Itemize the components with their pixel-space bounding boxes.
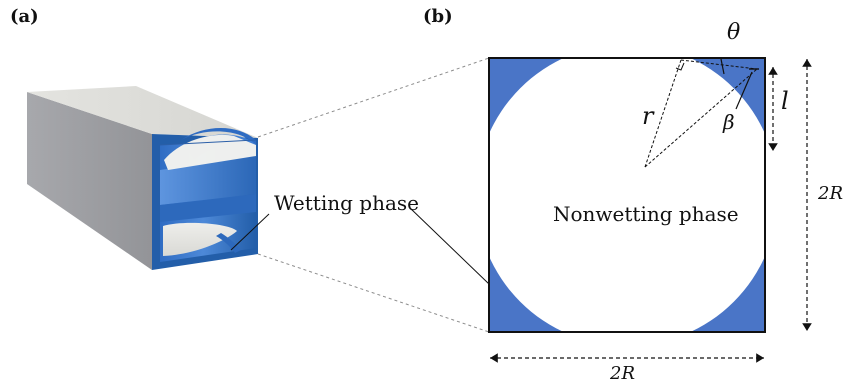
- panel-b-label: (b): [423, 6, 453, 27]
- radius-dashed-line: [644, 59, 682, 168]
- tube-3d: [27, 86, 258, 270]
- r-label: r: [642, 102, 655, 130]
- l-label: l: [781, 87, 789, 115]
- wetting-pointer-left: [230, 213, 270, 251]
- right-angle-mark: [675, 62, 685, 71]
- tube-left-face: [27, 92, 152, 270]
- width-label: 2R: [609, 363, 635, 384]
- tube-interior: [159, 127, 257, 262]
- tube-top-face: [27, 86, 258, 138]
- geometry-annotations: [644, 58, 759, 168]
- nonwetting-phase-label: Nonwetting phase: [553, 202, 739, 226]
- nonwetting-phase-region: [476, 44, 778, 346]
- wetting-pointer-right: [408, 206, 490, 285]
- cross-section: [476, 44, 778, 346]
- theta-angle-mark: [720, 58, 725, 75]
- beta-label: β: [722, 110, 735, 134]
- projection-line-top: [257, 57, 490, 138]
- beta-pointer: [735, 71, 753, 110]
- panel-a-label: (a): [10, 6, 39, 27]
- cross-section-border: [488, 57, 766, 333]
- height-label: 2R: [817, 183, 843, 204]
- top-dashed-line: [680, 59, 758, 70]
- theta-label: θ: [727, 20, 740, 45]
- wetting-phase-label: Wetting phase: [274, 191, 419, 215]
- projection-line-bottom: [257, 253, 490, 333]
